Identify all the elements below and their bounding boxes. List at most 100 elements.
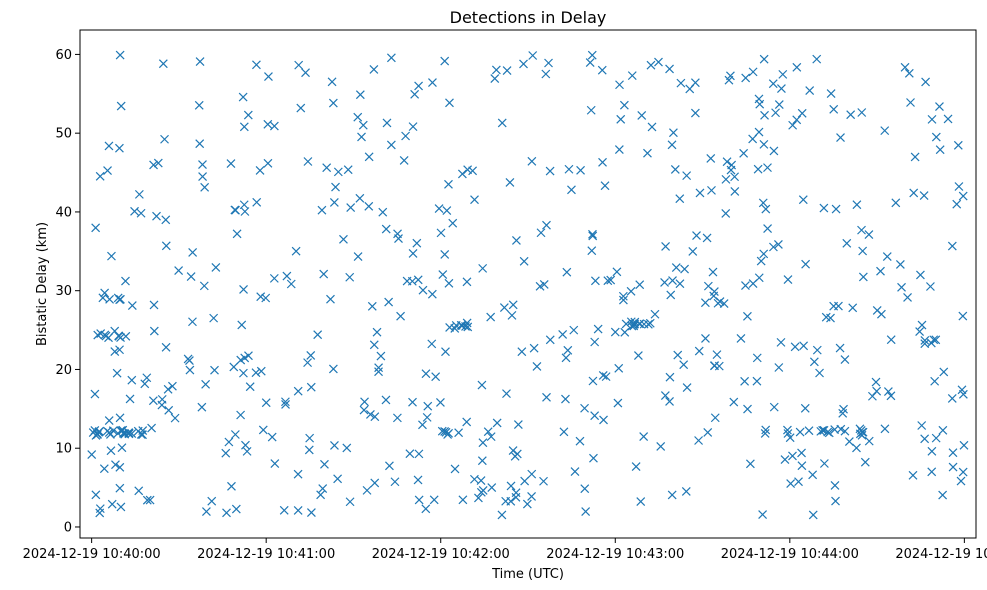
data-point bbox=[358, 120, 368, 130]
data-point bbox=[240, 353, 250, 363]
data-point bbox=[739, 148, 749, 158]
data-point bbox=[783, 275, 793, 285]
data-point bbox=[897, 282, 906, 292]
data-point bbox=[587, 246, 597, 256]
data-point bbox=[626, 286, 636, 296]
data-point bbox=[569, 325, 579, 335]
data-point bbox=[376, 351, 386, 361]
data-point bbox=[90, 425, 100, 435]
data-point bbox=[860, 457, 870, 467]
data-point bbox=[621, 319, 631, 329]
data-point bbox=[581, 507, 591, 516]
data-point bbox=[758, 198, 768, 208]
data-point bbox=[386, 53, 396, 63]
data-point bbox=[437, 426, 447, 436]
data-point bbox=[721, 209, 731, 218]
data-point bbox=[115, 462, 125, 472]
data-point bbox=[542, 392, 551, 402]
data-point bbox=[450, 464, 460, 474]
data-point bbox=[857, 108, 867, 117]
data-point bbox=[305, 433, 315, 443]
data-point bbox=[195, 139, 205, 149]
data-point bbox=[692, 231, 701, 240]
data-point bbox=[445, 323, 455, 332]
data-point bbox=[222, 508, 231, 518]
data-point bbox=[561, 353, 571, 363]
data-point bbox=[708, 267, 718, 277]
data-point bbox=[959, 440, 969, 450]
data-point bbox=[792, 115, 802, 125]
data-point bbox=[917, 320, 927, 330]
y-tick-label: 50 bbox=[55, 127, 72, 142]
data-point bbox=[532, 361, 542, 371]
data-point bbox=[900, 62, 910, 72]
y-tick-label: 20 bbox=[55, 363, 72, 378]
data-point bbox=[931, 433, 941, 443]
data-point bbox=[520, 476, 530, 486]
data-point bbox=[230, 430, 240, 439]
data-point bbox=[115, 345, 124, 355]
data-point bbox=[676, 78, 686, 88]
data-point bbox=[343, 165, 353, 175]
data-point bbox=[558, 330, 568, 339]
data-point bbox=[852, 443, 861, 453]
data-point bbox=[167, 381, 177, 391]
data-point bbox=[360, 397, 369, 407]
data-point bbox=[423, 401, 433, 411]
data-point bbox=[665, 372, 675, 382]
data-point bbox=[562, 267, 572, 277]
data-point bbox=[852, 200, 862, 210]
data-point bbox=[759, 54, 769, 64]
data-point bbox=[359, 405, 369, 415]
data-point bbox=[280, 397, 290, 407]
data-point bbox=[401, 131, 411, 141]
data-point bbox=[490, 74, 500, 83]
data-point bbox=[588, 376, 598, 386]
data-point bbox=[326, 294, 335, 304]
data-point bbox=[441, 347, 450, 357]
data-point bbox=[805, 86, 815, 95]
data-point bbox=[458, 495, 468, 505]
data-point bbox=[774, 100, 784, 109]
data-markers bbox=[87, 50, 969, 520]
data-point bbox=[660, 278, 669, 287]
data-point bbox=[761, 425, 771, 435]
data-point bbox=[188, 248, 198, 257]
data-point bbox=[252, 197, 262, 207]
data-point bbox=[748, 134, 758, 144]
data-point bbox=[487, 483, 497, 492]
data-point bbox=[786, 479, 796, 488]
data-point bbox=[149, 160, 158, 170]
data-point bbox=[408, 249, 418, 258]
data-point bbox=[201, 507, 211, 516]
data-point bbox=[797, 461, 807, 471]
data-point bbox=[414, 81, 424, 91]
data-point bbox=[798, 195, 808, 205]
data-point bbox=[575, 436, 585, 446]
data-point bbox=[947, 394, 957, 403]
data-point bbox=[184, 356, 194, 366]
data-point bbox=[242, 446, 252, 456]
data-point bbox=[729, 397, 739, 407]
data-point bbox=[769, 146, 779, 156]
data-point bbox=[252, 60, 261, 70]
x-tick-label: 2024-12-19 10:43:00 bbox=[546, 547, 684, 562]
data-point bbox=[200, 182, 210, 192]
data-point bbox=[428, 78, 437, 88]
data-point bbox=[231, 504, 241, 514]
data-point bbox=[463, 165, 473, 175]
data-point bbox=[670, 164, 680, 174]
data-point bbox=[821, 312, 831, 322]
data-point bbox=[114, 331, 124, 341]
data-point bbox=[559, 427, 569, 437]
data-point bbox=[329, 197, 339, 207]
data-point bbox=[880, 424, 890, 434]
data-point bbox=[588, 231, 598, 241]
x-axis-label: Time (UTC) bbox=[491, 567, 564, 582]
data-point bbox=[87, 450, 97, 459]
data-point bbox=[864, 436, 874, 446]
data-point bbox=[421, 369, 431, 379]
data-point bbox=[121, 331, 131, 341]
data-point bbox=[355, 193, 365, 203]
data-point bbox=[457, 169, 467, 179]
